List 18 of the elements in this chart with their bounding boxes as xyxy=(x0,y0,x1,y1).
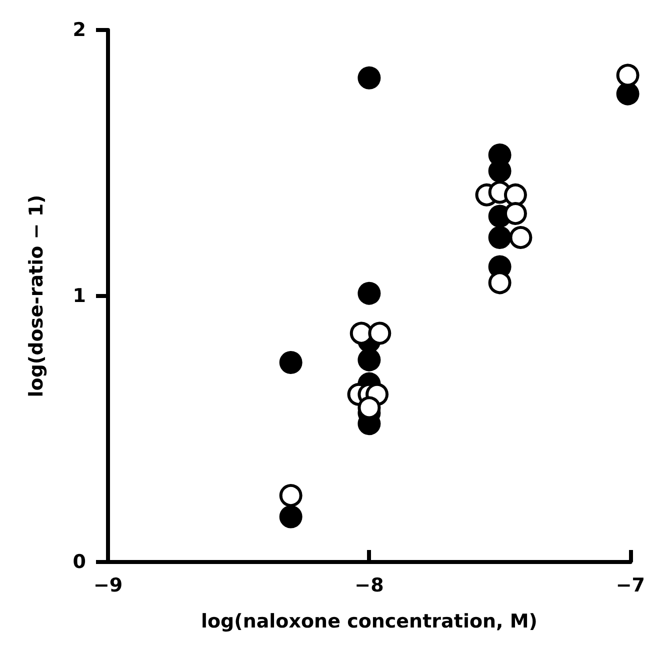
x-tick-label: −9 xyxy=(93,574,123,596)
point xyxy=(358,66,381,90)
x-axis-title: log(naloxone concentration, M) xyxy=(200,610,538,632)
y-tick-label: 2 xyxy=(72,19,86,41)
y-tick-label: 0 xyxy=(72,551,86,573)
y-axis-title: log(dose-ratio − 1) xyxy=(26,194,48,398)
point xyxy=(279,484,302,507)
point xyxy=(504,202,527,226)
y-tick-label: 1 xyxy=(72,285,86,307)
point xyxy=(368,322,392,345)
point xyxy=(358,282,381,305)
point xyxy=(488,226,512,249)
x-tick-label: −8 xyxy=(354,574,384,596)
point xyxy=(509,226,532,249)
point xyxy=(504,183,527,206)
point xyxy=(279,505,302,528)
x-tick-label: −7 xyxy=(616,574,645,596)
point xyxy=(279,351,302,374)
